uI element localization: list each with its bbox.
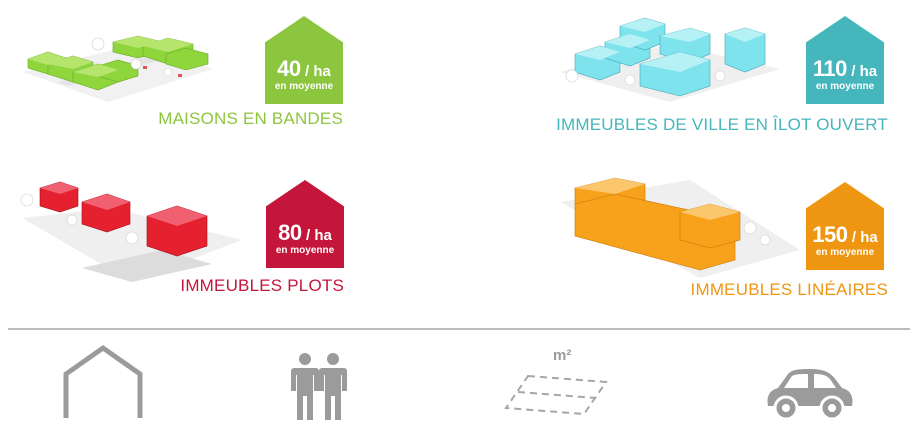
people-icon <box>291 353 347 420</box>
typology-label-maisons-en-bandes: MAISONS EN BANDES <box>158 109 343 128</box>
density-note: en moyenne <box>275 245 335 256</box>
point-buildings-illustration <box>20 181 242 282</box>
density-unit: / ha <box>851 63 878 80</box>
density-value: 110 <box>812 56 848 81</box>
house-outline-icon <box>63 344 143 418</box>
surface-area-icon <box>504 374 608 416</box>
density-badge-maisons-en-bandes: 40 / ha en moyenne <box>265 16 343 104</box>
density-value: 150 <box>812 222 848 247</box>
section-divider <box>8 328 910 330</box>
typology-label-immeubles-lineaires: IMMEUBLES LINÉAIRES <box>690 280 888 299</box>
density-note: en moyenne <box>815 81 875 92</box>
density-note: en moyenne <box>815 247 875 258</box>
surface-unit-label: m² <box>553 347 572 364</box>
density-value: 80 <box>278 220 302 245</box>
density-value: 40 <box>277 56 301 81</box>
open-block-buildings-illustration <box>560 17 780 102</box>
density-badge-immeubles-plots: 80 / ha en moyenne <box>266 180 344 268</box>
density-unit: / ha <box>305 63 331 80</box>
density-unit: / ha <box>851 229 878 246</box>
density-badge-ilot-ouvert: 110 / ha en moyenne <box>806 16 884 104</box>
density-badge-immeubles-lineaires: 150 / ha en moyenne <box>806 182 884 270</box>
terraced-houses-illustration <box>23 35 213 102</box>
linear-buildings-illustration <box>560 177 800 278</box>
typology-label-ilot-ouvert: IMMEUBLES DE VILLE EN ÎLOT OUVERT <box>556 115 888 134</box>
density-note: en moyenne <box>274 81 334 92</box>
density-unit: / ha <box>306 227 332 244</box>
car-icon <box>767 369 853 421</box>
typology-label-immeubles-plots: IMMEUBLES PLOTS <box>180 276 344 295</box>
